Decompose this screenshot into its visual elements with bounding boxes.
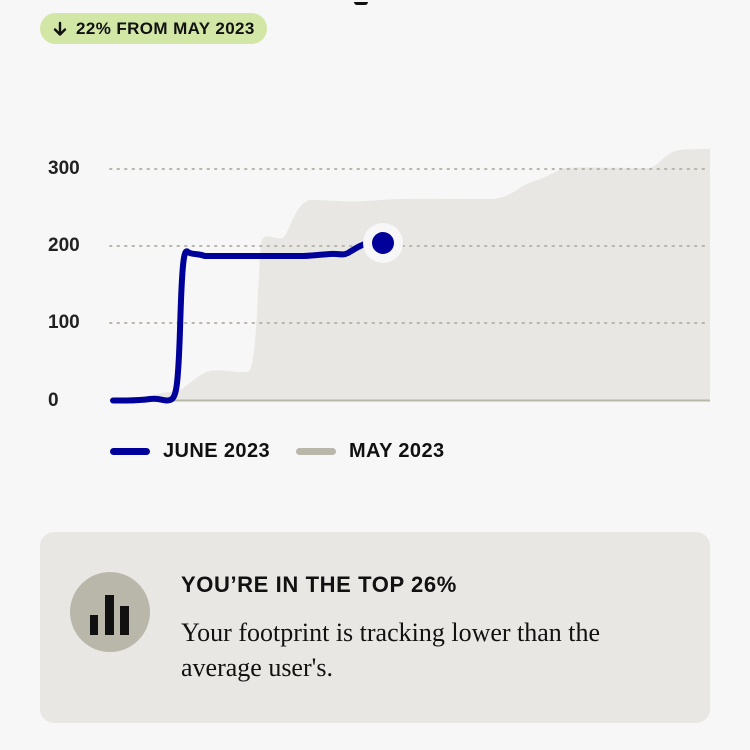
- arrow-down-icon: [53, 21, 67, 36]
- card-title: YOU’RE IN THE TOP 26%: [181, 572, 457, 597]
- y-tick-label: 200: [48, 235, 80, 256]
- bar-chart-icon: [70, 572, 150, 652]
- legend-item-may[interactable]: MAY 2023: [296, 440, 445, 463]
- ranking-card: YOU’RE IN THE TOP 26% Your footprint is …: [40, 532, 710, 723]
- footprint-chart: 300 200 100 0: [48, 149, 710, 411]
- y-tick-label: 0: [48, 390, 59, 411]
- may-2023-area: [110, 149, 710, 401]
- current-value-marker[interactable]: [372, 232, 394, 254]
- legend-item-june[interactable]: JUNE 2023: [110, 440, 270, 463]
- legend-swatch-may: [296, 448, 336, 455]
- legend-label: MAY 2023: [349, 440, 445, 462]
- y-tick-label: 300: [48, 158, 80, 179]
- legend-label: JUNE 2023: [163, 440, 270, 462]
- chart-legend: JUNE 2023 MAY 2023: [110, 440, 471, 463]
- legend-swatch-june: [110, 448, 150, 455]
- badge-text: 22% FROM MAY 2023: [76, 18, 255, 38]
- change-badge: 22% FROM MAY 2023: [40, 13, 267, 44]
- june-2023-line: [110, 239, 376, 404]
- cutoff-glyph: [354, 0, 368, 5]
- y-tick-label: 100: [48, 312, 80, 333]
- card-body: Your footprint is tracking lower than th…: [181, 618, 601, 682]
- chart-plot: [109, 149, 710, 404]
